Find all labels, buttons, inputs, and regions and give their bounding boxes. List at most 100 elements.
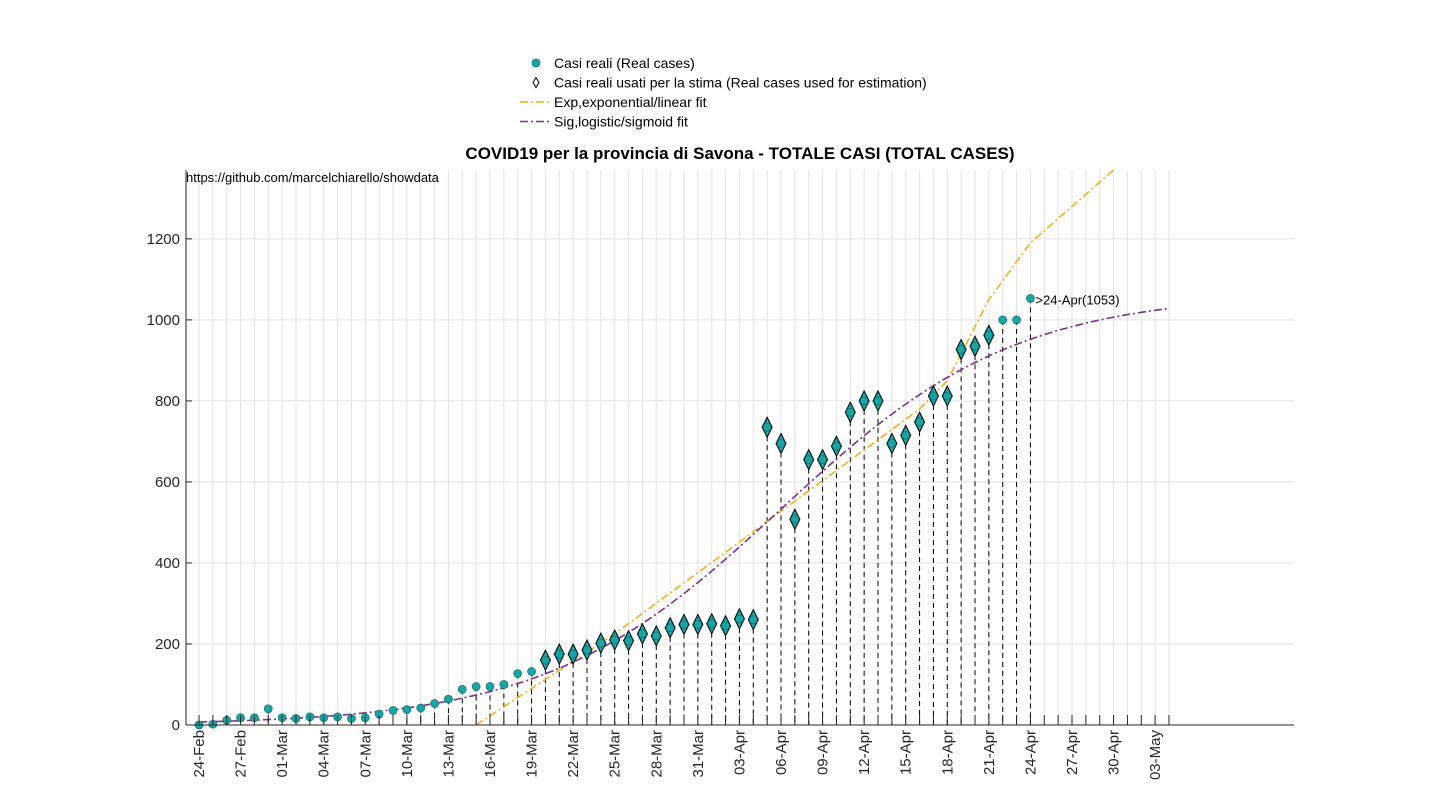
real-case-point — [499, 680, 509, 689]
y-tick-label: 1200 — [147, 231, 180, 248]
real-case-point — [887, 439, 897, 448]
real-case-point — [596, 638, 606, 648]
real-case-point — [818, 455, 827, 465]
source-url: https://github.com/marcelchiarello/showd… — [186, 170, 440, 185]
real-case-point — [679, 620, 689, 629]
real-case-point — [527, 667, 536, 676]
last-value-annotation: >24-Apr(1053) — [1035, 292, 1119, 307]
x-tick-label: 24-Feb — [191, 730, 208, 778]
axes: 0 200 400 600 800 1000 1200 24-Feb 27-Feb 01-Mar 0… — [147, 170, 1294, 780]
real-case-point — [402, 705, 412, 714]
real-case-point — [984, 330, 994, 340]
real-case-point — [388, 706, 398, 715]
x-tick-label: 27-Feb — [233, 730, 250, 778]
x-tick-label: 06-Apr — [773, 730, 790, 775]
real-case-point — [610, 635, 620, 645]
real-case-point — [901, 430, 911, 440]
real-case-point — [859, 396, 869, 406]
real-case-point — [471, 682, 481, 691]
x-tick-label: 03-Apr — [731, 730, 748, 775]
x-tick-label: 15-Apr — [898, 730, 915, 775]
real-case-point — [582, 645, 592, 655]
real-case-point — [568, 649, 578, 659]
real-case-point — [1012, 315, 1021, 325]
real-case-point — [873, 396, 883, 406]
y-tick-label: 200 — [155, 636, 180, 653]
grid — [186, 170, 1294, 726]
real-case-point — [845, 407, 855, 417]
annotations: >24-Apr(1053) — [1035, 292, 1119, 307]
x-tick-label: 10-Mar — [399, 730, 416, 778]
x-tick-label: 27-Apr — [1064, 730, 1081, 775]
chart-title: COVID19 per la provincia di Savona - TOT… — [465, 144, 1014, 163]
legend-label: Casi reali usati per la stima (Real case… — [554, 75, 927, 91]
x-tick-label: 24-Apr — [1022, 730, 1039, 775]
real-case-point — [1026, 294, 1035, 303]
x-tick-label: 28-Mar — [648, 730, 665, 778]
stems — [212, 298, 1031, 725]
legend-label: Casi reali (Real cases) — [554, 55, 695, 71]
real-case-point — [554, 649, 564, 659]
legend-label: Exp,exponential/linear fit — [554, 94, 707, 110]
real-case-point — [624, 636, 633, 646]
real-case-point — [998, 315, 1008, 325]
x-tick-label: 12-Apr — [856, 730, 873, 775]
real-case-point — [956, 345, 966, 354]
real-case-point — [942, 391, 952, 401]
y-tick-label: 600 — [155, 474, 180, 491]
real-case-point — [457, 685, 467, 694]
real-case-point — [970, 341, 980, 351]
x-tick-label: 21-Apr — [981, 730, 998, 775]
real-case-point — [790, 514, 800, 524]
data-points — [194, 294, 1035, 730]
real-case-point — [929, 391, 938, 401]
x-tick-label: 25-Mar — [607, 730, 624, 778]
legend: Casi reali (Real cases) Casi reali usati … — [520, 55, 927, 130]
real-case-point — [721, 621, 730, 631]
real-case-point — [541, 655, 550, 665]
x-tick-label: 19-Mar — [524, 730, 541, 778]
real-case-point — [735, 614, 744, 624]
x-tick-label: 30-Apr — [1106, 730, 1123, 775]
x-tick-label: 31-Mar — [690, 730, 707, 778]
real-case-point — [832, 441, 841, 451]
legend-entry: Exp,exponential/linear fit — [520, 94, 707, 110]
real-case-point — [776, 439, 786, 448]
x-tick-label: 18-Apr — [939, 730, 956, 775]
real-case-point — [748, 615, 758, 625]
x-tick-label: 07-Mar — [357, 730, 374, 778]
real-case-point — [915, 417, 924, 427]
legend-circle-icon — [531, 58, 541, 68]
real-case-point — [416, 703, 426, 713]
y-tick-label: 1000 — [147, 312, 180, 329]
x-tick-label: 13-Mar — [440, 730, 457, 778]
x-tick-label: 22-Mar — [565, 730, 582, 778]
real-case-point — [430, 699, 439, 708]
legend-diamond-icon — [532, 76, 540, 89]
real-case-point — [485, 682, 495, 691]
real-case-point — [444, 694, 453, 704]
real-case-point — [707, 619, 717, 629]
real-case-point — [762, 422, 772, 432]
y-tick-label: 0 — [172, 717, 180, 734]
x-tick-label: 09-Apr — [815, 730, 832, 775]
sigmoid-fit-line — [198, 307, 1170, 723]
legend-entry: Casi reali (Real cases) — [531, 55, 695, 71]
legend-label: Sig,logistic/sigmoid fit — [554, 114, 688, 130]
real-case-point — [263, 704, 273, 714]
legend-entry: Casi reali usati per la stima (Real case… — [532, 75, 927, 91]
real-case-point — [651, 631, 661, 641]
x-tick-label: 03-May — [1147, 730, 1164, 781]
y-tick-label: 800 — [155, 393, 180, 410]
real-case-point — [804, 455, 814, 465]
real-case-point — [513, 669, 523, 678]
legend-entry: Sig,logistic/sigmoid fit — [520, 114, 688, 130]
y-tick-label: 400 — [155, 555, 180, 572]
real-case-point — [638, 629, 647, 639]
x-tick-label: 01-Mar — [274, 730, 291, 778]
x-tick-label: 04-Mar — [316, 730, 333, 778]
real-case-point — [665, 623, 675, 633]
real-case-point — [693, 620, 703, 629]
x-tick-label: 16-Mar — [482, 730, 499, 778]
